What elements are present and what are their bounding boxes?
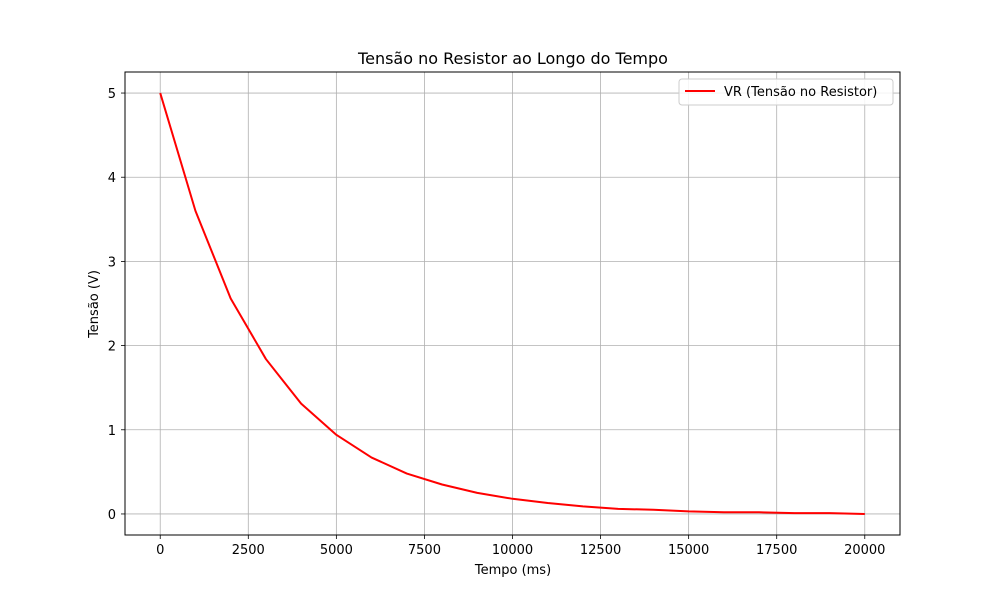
x-tick-label: 10000 [492,543,533,558]
data-point [829,512,831,514]
x-tick-label: 17500 [756,543,797,558]
data-point [758,511,760,513]
data-point [864,513,866,515]
series-layer [159,92,866,515]
data-point [300,403,302,405]
y-axis-label: Tensão (V) [87,270,102,339]
y-tick-label: 3 [108,255,116,270]
data-point [406,473,408,475]
data-point [512,498,514,500]
tick-layer: 0 2500 5000 7500 10000 12500 15000 17500 20000 0 1… [108,87,886,558]
data-point [688,510,690,512]
data-point [265,358,267,360]
y-tick-label: 5 [108,87,116,102]
y-tick-label: 4 [108,171,116,186]
x-tick-label: 15000 [668,543,709,558]
series-line-vr [159,92,865,515]
data-point [652,509,654,511]
chart-title: Tensão no Resistor ao Longo do Tempo [357,49,668,68]
x-tick-label: 0 [156,543,164,558]
x-tick-label: 7500 [408,543,441,558]
y-tick-label: 1 [108,424,116,439]
data-point [371,457,373,459]
x-tick-label: 5000 [320,543,353,558]
data-point [793,512,795,514]
x-axis-label: Tempo (ms) [474,563,551,578]
data-point [617,508,619,510]
data-point [159,92,161,94]
y-tick-label: 0 [108,508,116,523]
legend-box [678,78,894,106]
data-point [194,210,196,212]
data-point [476,492,478,494]
x-tick-label: 12500 [580,543,621,558]
legend: VR (Tensão no Resistor) [678,78,894,106]
data-point [441,483,443,485]
data-point [582,505,584,507]
x-tick-label: 2500 [232,543,265,558]
data-point [335,434,337,436]
y-tick-label: 2 [108,340,116,355]
data-point [723,511,725,513]
data-point [547,502,549,504]
data-point [230,297,232,299]
legend-label: VR (Tensão no Resistor) [724,85,877,100]
grid-layer [125,72,900,535]
x-tick-label: 20000 [844,543,885,558]
